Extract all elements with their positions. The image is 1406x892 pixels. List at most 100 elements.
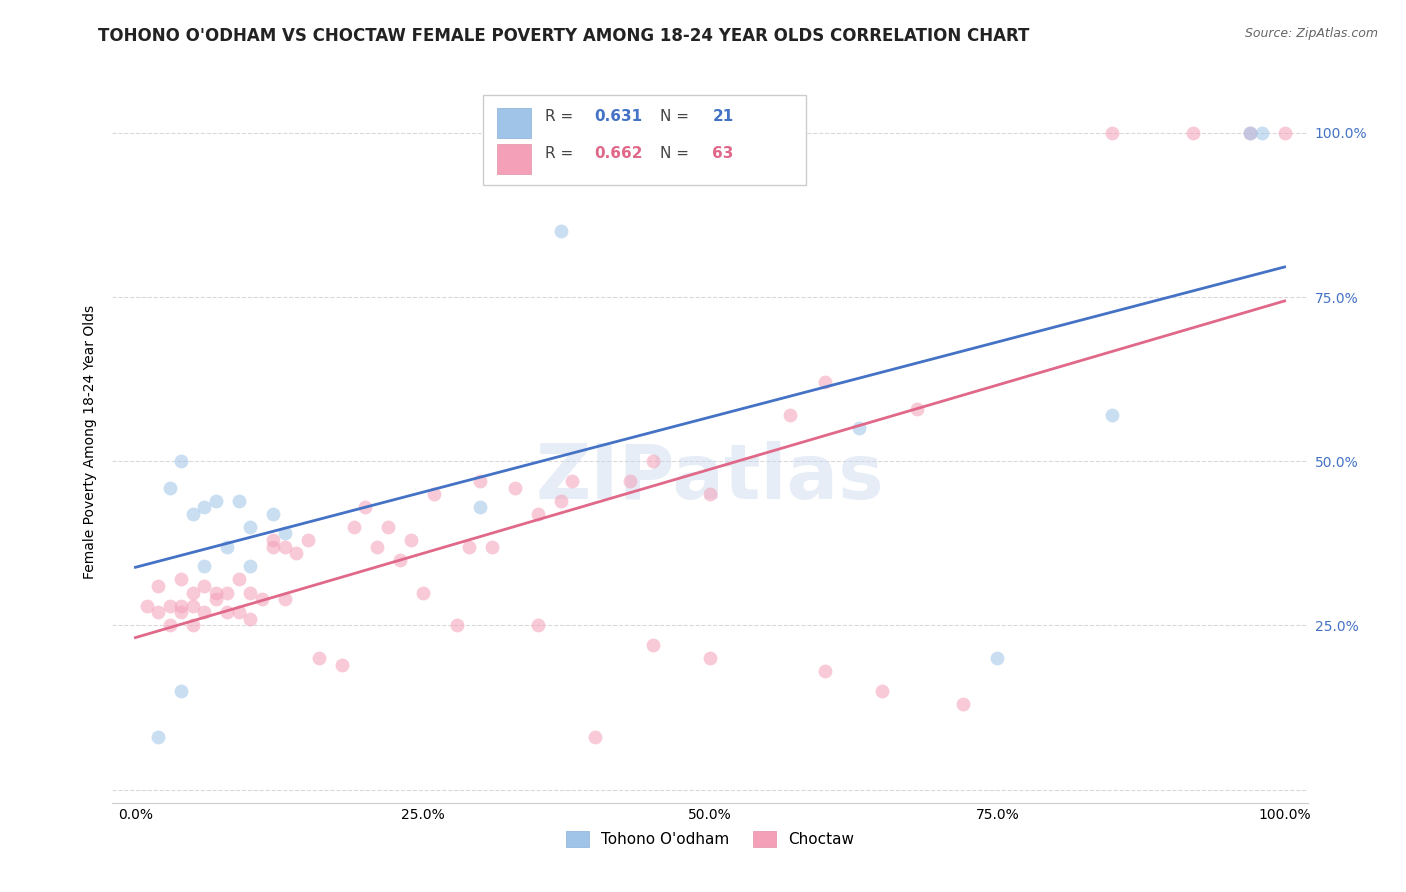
Point [170, 599, 193, 613]
Point [193, 559, 215, 574]
FancyBboxPatch shape [484, 95, 806, 185]
Point [905, 401, 928, 416]
Text: Source: ZipAtlas.com: Source: ZipAtlas.com [1244, 27, 1378, 40]
Point [470, 500, 492, 515]
Point [136, 599, 159, 613]
Point [388, 553, 411, 567]
Point [952, 698, 974, 712]
Point [550, 224, 572, 238]
Point [354, 500, 377, 515]
Point [228, 493, 250, 508]
Point [181, 618, 204, 632]
Point [228, 573, 250, 587]
Point [526, 618, 548, 632]
Bar [498, 144, 531, 174]
Point [848, 421, 870, 435]
Text: N =: N = [659, 145, 693, 161]
Point [1181, 126, 1204, 140]
Point [1101, 409, 1123, 423]
Point [159, 481, 181, 495]
Point [377, 520, 399, 534]
Point [423, 487, 446, 501]
Point [1239, 126, 1261, 140]
Point [457, 540, 479, 554]
Point [217, 605, 239, 619]
Point [297, 533, 319, 547]
Text: 0.662: 0.662 [595, 145, 643, 161]
Point [181, 507, 204, 521]
Point [814, 665, 837, 679]
Text: 21: 21 [713, 110, 734, 125]
Text: TOHONO O'ODHAM VS CHOCTAW FEMALE POVERTY AMONG 18-24 YEAR OLDS CORRELATION CHART: TOHONO O'ODHAM VS CHOCTAW FEMALE POVERTY… [98, 27, 1029, 45]
Point [779, 409, 801, 423]
Point [986, 651, 1008, 665]
Point [181, 599, 204, 613]
Point [262, 540, 284, 554]
Point [481, 540, 503, 554]
Point [1239, 126, 1261, 140]
Point [217, 585, 239, 599]
Point [193, 500, 215, 515]
Text: N =: N = [659, 110, 693, 125]
Text: R =: R = [546, 145, 578, 161]
Point [193, 579, 215, 593]
Point [285, 546, 308, 560]
Point [181, 585, 204, 599]
Point [1250, 126, 1272, 140]
Point [205, 592, 228, 607]
Point [814, 376, 837, 390]
Point [148, 605, 170, 619]
Point [159, 599, 181, 613]
Point [239, 520, 262, 534]
Point [641, 454, 664, 468]
Point [205, 493, 228, 508]
Point [170, 454, 193, 468]
Point [239, 559, 262, 574]
Point [1101, 126, 1123, 140]
Point [205, 585, 228, 599]
Point [470, 474, 492, 488]
Text: ZIPatlas: ZIPatlas [536, 441, 884, 515]
Point [330, 657, 353, 672]
Point [699, 651, 721, 665]
Point [274, 540, 297, 554]
Point [159, 618, 181, 632]
Bar [498, 108, 531, 138]
Point [641, 638, 664, 652]
Point [619, 474, 641, 488]
Point [228, 605, 250, 619]
Point [1274, 126, 1296, 140]
Point [262, 507, 284, 521]
Point [699, 487, 721, 501]
Point [401, 533, 423, 547]
Legend: Tohono O'odham, Choctaw: Tohono O'odham, Choctaw [560, 825, 860, 853]
Point [170, 605, 193, 619]
Point [170, 573, 193, 587]
Point [872, 684, 894, 698]
Point [148, 579, 170, 593]
Point [148, 730, 170, 744]
Point [412, 585, 434, 599]
Point [274, 526, 297, 541]
Point [503, 481, 526, 495]
Text: R =: R = [546, 110, 578, 125]
Point [308, 651, 330, 665]
Point [561, 474, 583, 488]
Point [250, 592, 273, 607]
Point [262, 533, 284, 547]
Point [526, 507, 548, 521]
Point [343, 520, 366, 534]
Point [583, 730, 606, 744]
Point [274, 592, 297, 607]
Point [550, 493, 572, 508]
Text: 63: 63 [713, 145, 734, 161]
Point [239, 585, 262, 599]
Point [446, 618, 468, 632]
Text: 0.631: 0.631 [595, 110, 643, 125]
Point [193, 605, 215, 619]
Y-axis label: Female Poverty Among 18-24 Year Olds: Female Poverty Among 18-24 Year Olds [83, 304, 97, 579]
Point [217, 540, 239, 554]
Point [170, 684, 193, 698]
Point [366, 540, 388, 554]
Point [239, 612, 262, 626]
